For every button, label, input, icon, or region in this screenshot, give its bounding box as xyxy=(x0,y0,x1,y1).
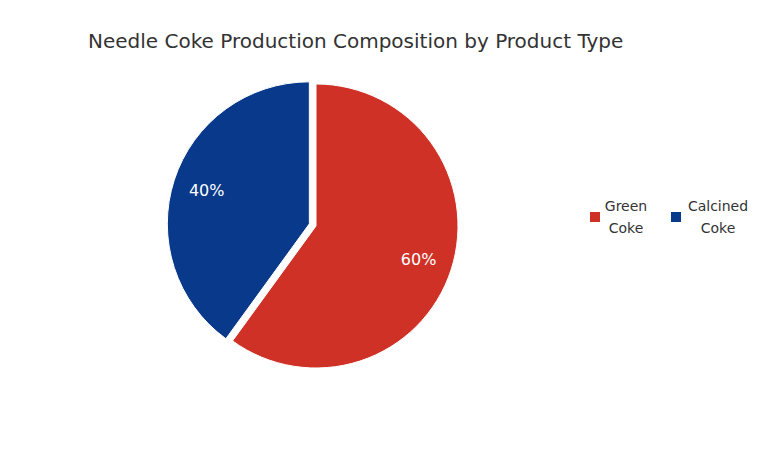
legend-label-line: Green xyxy=(605,198,647,214)
data-label: 60% xyxy=(401,250,437,269)
chart-title: Needle Coke Production Composition by Pr… xyxy=(88,29,623,53)
pie: 60% 40% xyxy=(167,82,458,368)
legend-label-line: Calcined xyxy=(688,198,748,214)
chart: Needle Coke Production Composition by Pr… xyxy=(0,0,762,450)
data-label: 40% xyxy=(189,181,225,200)
legend-label: Calcined Coke xyxy=(688,198,748,236)
legend-swatch xyxy=(590,212,600,222)
legend-swatch xyxy=(671,212,681,222)
pie-slice xyxy=(167,82,309,339)
legend-label-line: Coke xyxy=(701,220,736,236)
legend: Green Coke Calcined Coke xyxy=(590,198,748,236)
legend-label: Green Coke xyxy=(605,198,647,236)
slice-group: 40% xyxy=(167,82,309,339)
legend-label-line: Coke xyxy=(609,220,644,236)
